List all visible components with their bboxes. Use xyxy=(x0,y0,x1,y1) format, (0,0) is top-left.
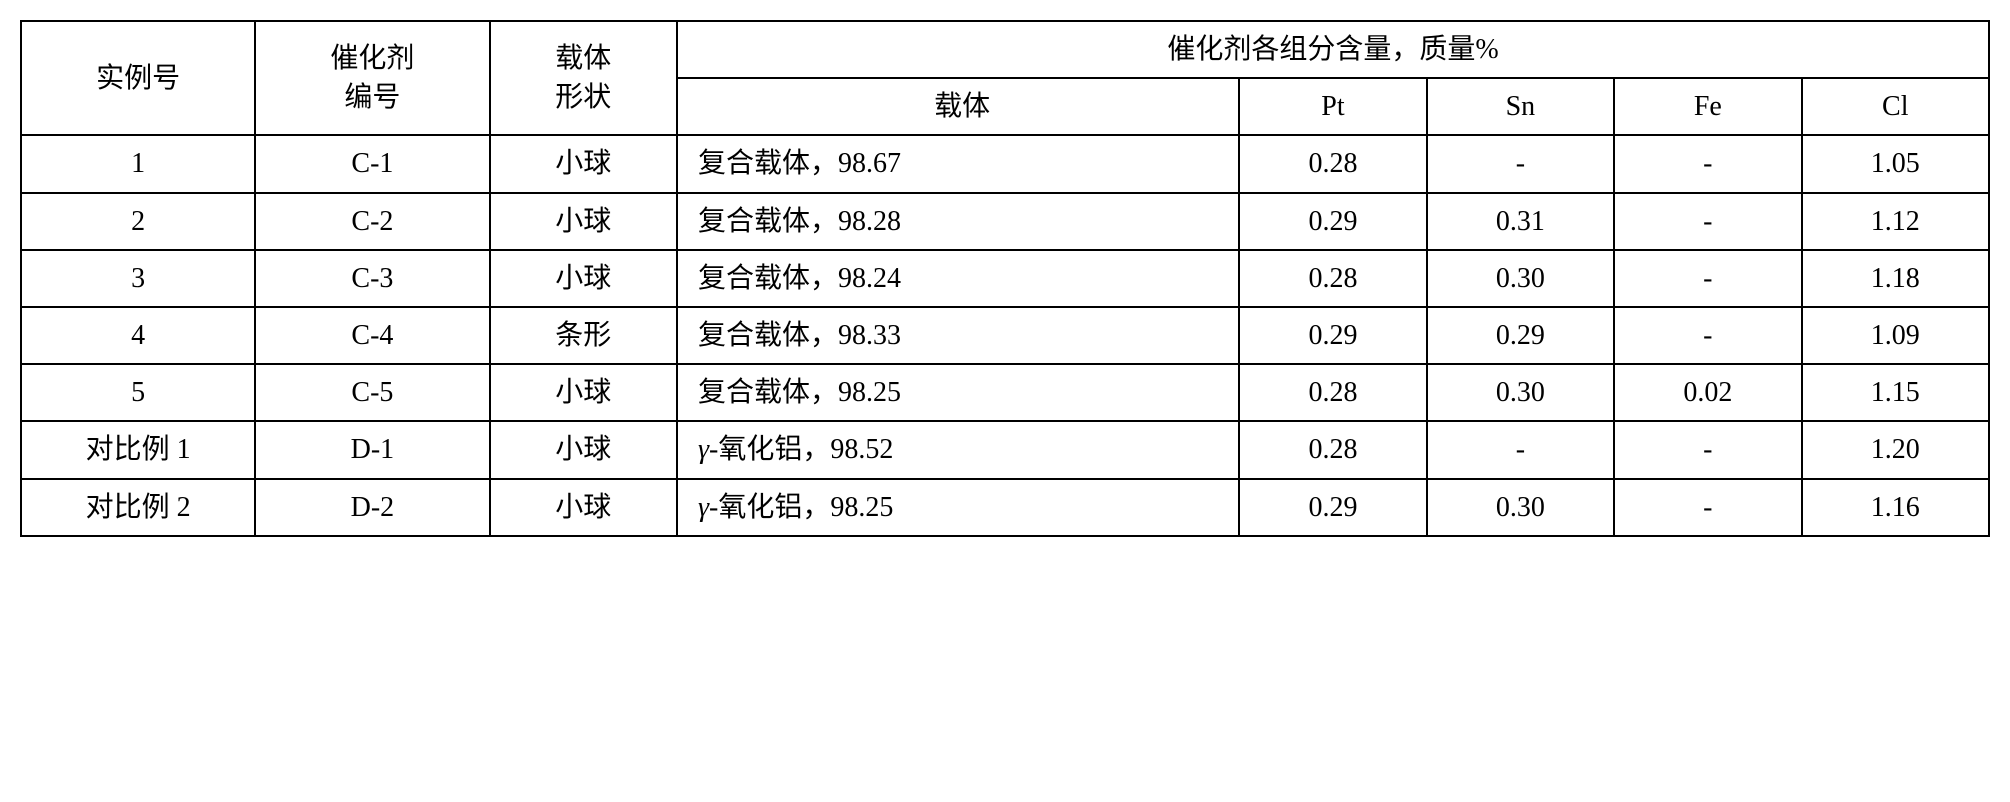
cell-catalyst-no: C-2 xyxy=(255,193,489,250)
cell-carrier-shape: 小球 xyxy=(490,421,677,478)
cell-fe: - xyxy=(1614,135,1801,192)
cell-carrier: 复合载体，98.25 xyxy=(677,364,1239,421)
table-header-row-1: 实例号 催化剂 编号 载体 形状 催化剂各组分含量，质量% xyxy=(21,21,1989,78)
cell-example-no: 4 xyxy=(21,307,255,364)
gamma-symbol: γ xyxy=(698,434,709,465)
cell-sn: 0.30 xyxy=(1427,250,1614,307)
header-composition-title: 催化剂各组分含量，质量% xyxy=(677,21,1989,78)
header-catalyst-line1: 催化剂 xyxy=(330,43,414,74)
cell-carrier: γ-氧化铝，98.25 xyxy=(677,479,1239,536)
cell-example-no: 2 xyxy=(21,193,255,250)
cell-example-no: 3 xyxy=(21,250,255,307)
cell-sn: 0.29 xyxy=(1427,307,1614,364)
cell-cl: 1.16 xyxy=(1802,479,1989,536)
table-row: 对比例 2D-2小球γ-氧化铝，98.250.290.30-1.16 xyxy=(21,479,1989,536)
cell-sn: 0.30 xyxy=(1427,479,1614,536)
cell-cl: 1.20 xyxy=(1802,421,1989,478)
cell-fe: - xyxy=(1614,250,1801,307)
cell-cl: 1.05 xyxy=(1802,135,1989,192)
cell-pt: 0.29 xyxy=(1239,193,1426,250)
cell-pt: 0.29 xyxy=(1239,479,1426,536)
catalyst-composition-table: 实例号 催化剂 编号 载体 形状 催化剂各组分含量，质量% 载体 Pt Sn F… xyxy=(20,20,1990,537)
header-cl: Cl xyxy=(1802,78,1989,135)
cell-fe: - xyxy=(1614,421,1801,478)
cell-fe: - xyxy=(1614,193,1801,250)
cell-carrier-shape: 条形 xyxy=(490,307,677,364)
carrier-text: -氧化铝，98.25 xyxy=(709,492,893,523)
cell-cl: 1.18 xyxy=(1802,250,1989,307)
cell-carrier-shape: 小球 xyxy=(490,364,677,421)
cell-carrier-shape: 小球 xyxy=(490,193,677,250)
cell-catalyst-no: C-4 xyxy=(255,307,489,364)
cell-sn: 0.31 xyxy=(1427,193,1614,250)
table-body: 1C-1小球复合载体，98.670.28--1.052C-2小球复合载体，98.… xyxy=(21,135,1989,535)
cell-pt: 0.29 xyxy=(1239,307,1426,364)
table-row: 1C-1小球复合载体，98.670.28--1.05 xyxy=(21,135,1989,192)
cell-catalyst-no: D-2 xyxy=(255,479,489,536)
header-shape-line2: 形状 xyxy=(555,82,611,113)
cell-pt: 0.28 xyxy=(1239,250,1426,307)
cell-carrier: γ-氧化铝，98.52 xyxy=(677,421,1239,478)
cell-carrier-shape: 小球 xyxy=(490,135,677,192)
header-catalyst-line2: 编号 xyxy=(344,82,400,113)
cell-catalyst-no: C-5 xyxy=(255,364,489,421)
table-row: 对比例 1D-1小球γ-氧化铝，98.520.28--1.20 xyxy=(21,421,1989,478)
table-row: 4C-4条形复合载体，98.330.290.29-1.09 xyxy=(21,307,1989,364)
cell-catalyst-no: C-3 xyxy=(255,250,489,307)
cell-carrier: 复合载体，98.28 xyxy=(677,193,1239,250)
cell-example-no: 1 xyxy=(21,135,255,192)
cell-cl: 1.12 xyxy=(1802,193,1989,250)
cell-fe: 0.02 xyxy=(1614,364,1801,421)
header-catalyst-no: 催化剂 编号 xyxy=(255,21,489,135)
header-pt: Pt xyxy=(1239,78,1426,135)
header-shape-line1: 载体 xyxy=(555,43,611,74)
cell-sn: 0.30 xyxy=(1427,364,1614,421)
cell-cl: 1.15 xyxy=(1802,364,1989,421)
cell-pt: 0.28 xyxy=(1239,135,1426,192)
cell-cl: 1.09 xyxy=(1802,307,1989,364)
cell-pt: 0.28 xyxy=(1239,421,1426,478)
cell-fe: - xyxy=(1614,307,1801,364)
cell-carrier-shape: 小球 xyxy=(490,250,677,307)
cell-carrier-shape: 小球 xyxy=(490,479,677,536)
cell-carrier: 复合载体，98.67 xyxy=(677,135,1239,192)
cell-fe: - xyxy=(1614,479,1801,536)
table-row: 5C-5小球复合载体，98.250.280.300.021.15 xyxy=(21,364,1989,421)
header-carrier: 载体 xyxy=(677,78,1239,135)
header-fe: Fe xyxy=(1614,78,1801,135)
table-row: 2C-2小球复合载体，98.280.290.31-1.12 xyxy=(21,193,1989,250)
header-sn: Sn xyxy=(1427,78,1614,135)
carrier-text: -氧化铝，98.52 xyxy=(709,434,893,465)
cell-sn: - xyxy=(1427,421,1614,478)
cell-example-no: 对比例 1 xyxy=(21,421,255,478)
cell-pt: 0.28 xyxy=(1239,364,1426,421)
header-carrier-shape: 载体 形状 xyxy=(490,21,677,135)
header-example-no: 实例号 xyxy=(21,21,255,135)
cell-example-no: 对比例 2 xyxy=(21,479,255,536)
cell-example-no: 5 xyxy=(21,364,255,421)
cell-carrier: 复合载体，98.24 xyxy=(677,250,1239,307)
table-row: 3C-3小球复合载体，98.240.280.30-1.18 xyxy=(21,250,1989,307)
cell-carrier: 复合载体，98.33 xyxy=(677,307,1239,364)
cell-catalyst-no: D-1 xyxy=(255,421,489,478)
gamma-symbol: γ xyxy=(698,492,709,523)
cell-sn: - xyxy=(1427,135,1614,192)
cell-catalyst-no: C-1 xyxy=(255,135,489,192)
